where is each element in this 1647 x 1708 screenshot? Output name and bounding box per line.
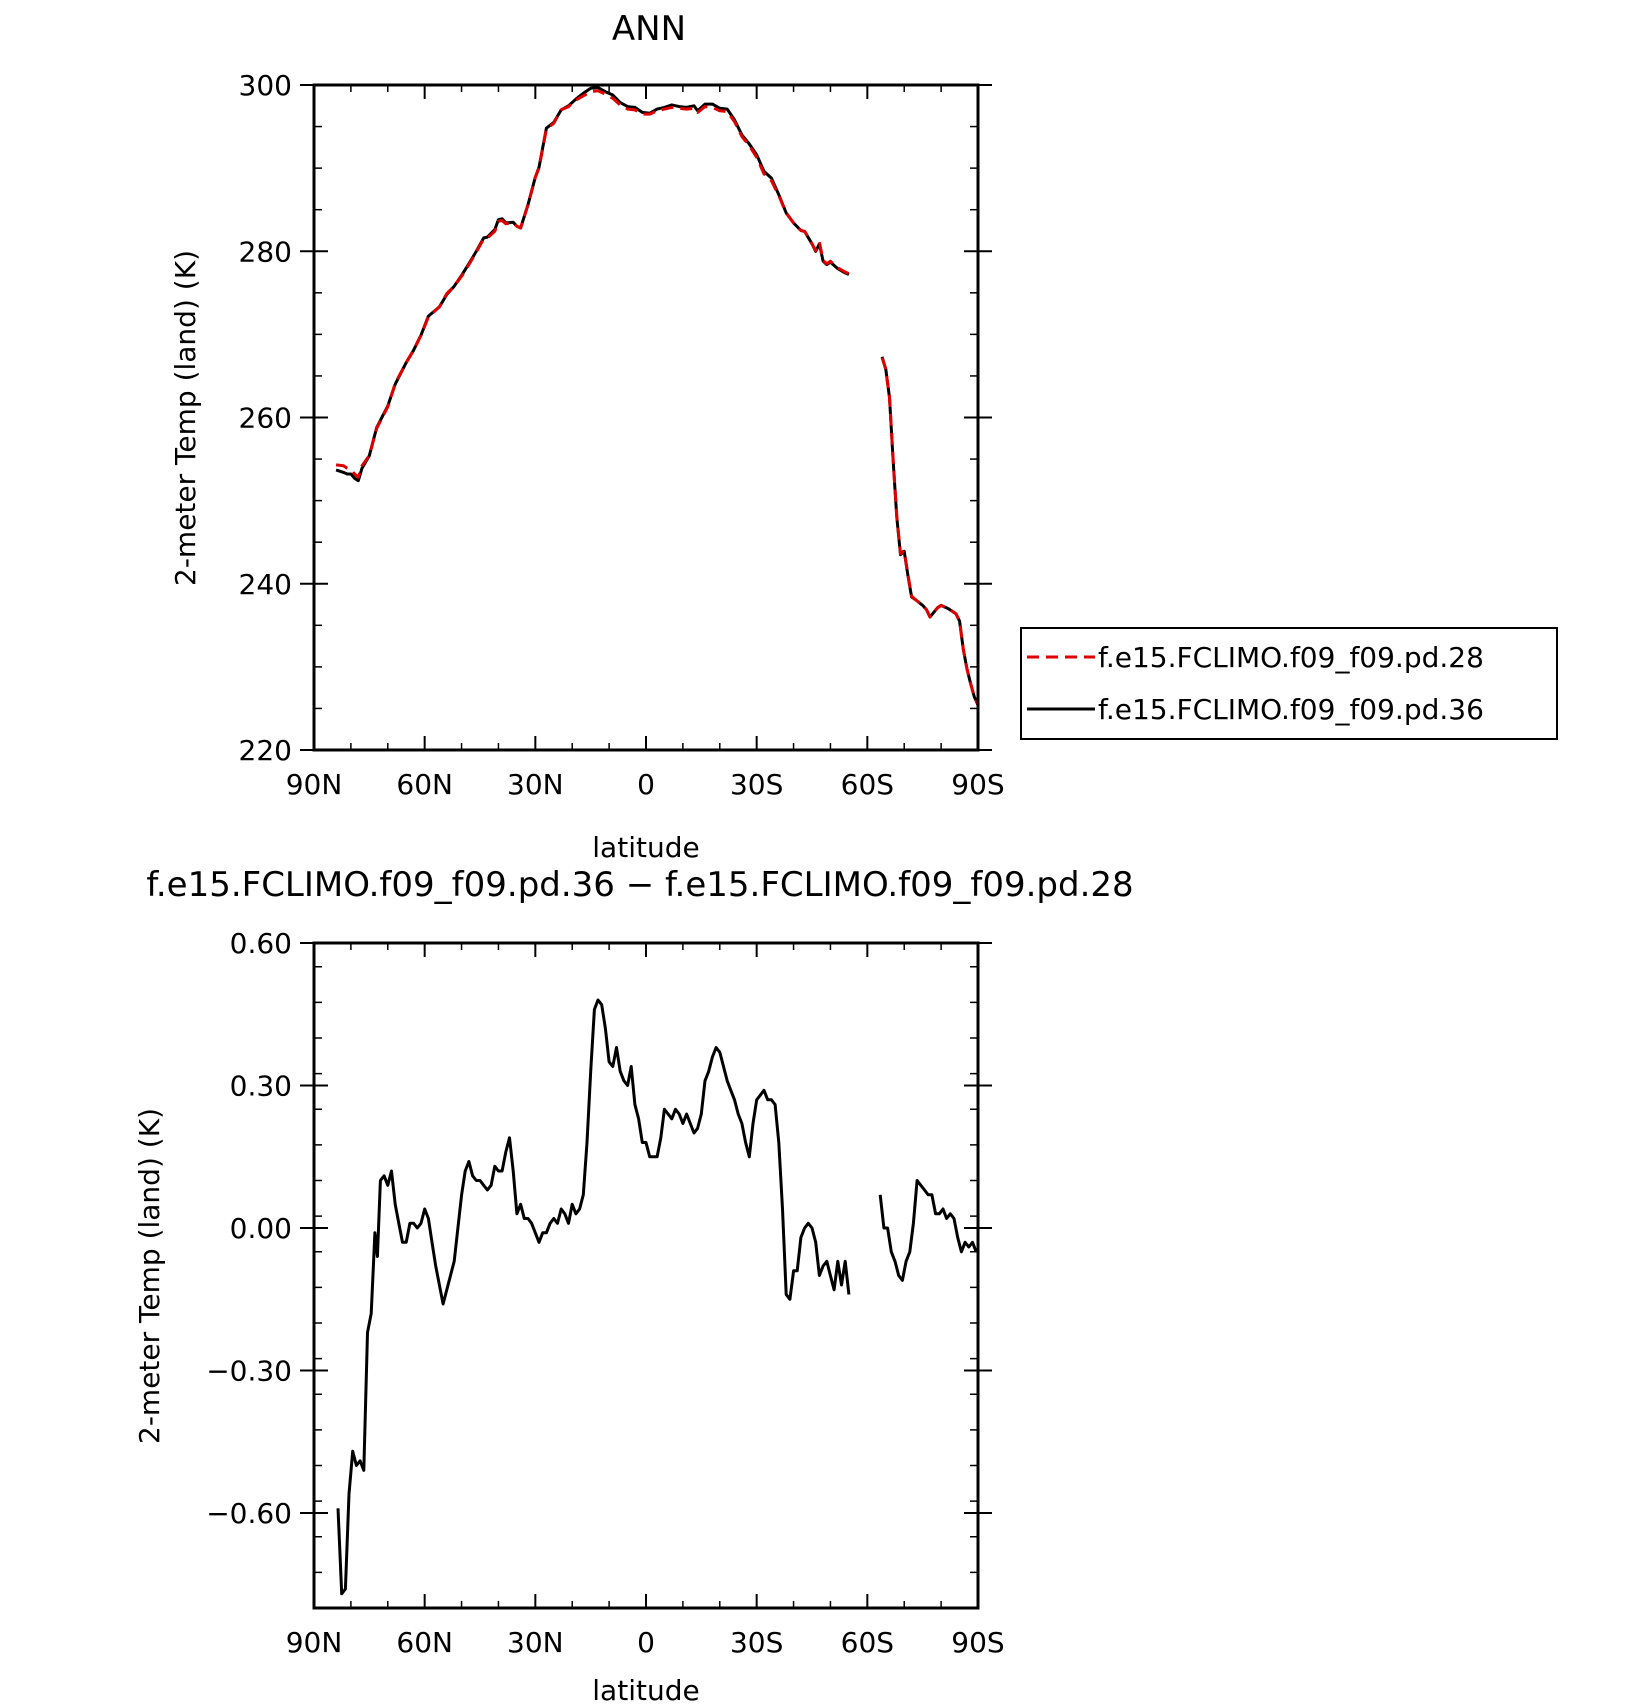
bottom-y-tick-label: 0.30 (230, 1070, 292, 1103)
bottom-chart-x-tick-labels: 90N 60N 30N 0 30S 60S 90S (286, 1626, 1005, 1659)
bottom-chart-lines (336, 998, 978, 1596)
bottom-chart-ticks (300, 942, 992, 1609)
bottom-x-tick-label: 60N (396, 1626, 453, 1659)
top-chart-x-axis-label: latitude (592, 831, 699, 864)
top-chart-legend: f.e15.FCLIMO.f09_f09.pd.28 f.e15.FCLIMO.… (1020, 627, 1558, 740)
top-x-tick-label: 90S (951, 768, 1004, 801)
bottom-chart-frame (312, 941, 980, 1610)
bottom-chart-y-tick-labels: −0.60 −0.30 0.00 0.30 0.60 (206, 927, 292, 1530)
bottom-y-tick-label: −0.30 (206, 1355, 292, 1388)
top-chart-title: ANN (612, 9, 686, 49)
legend-label-pd28: f.e15.FCLIMO.f09_f09.pd.28 (1098, 641, 1484, 674)
bottom-series-solid-segment-1 (878, 1179, 978, 1282)
top-x-tick-label: 60S (841, 768, 894, 801)
top-y-tick-label: 260 (239, 402, 292, 435)
top-y-tick-label: 280 (239, 235, 292, 268)
legend-box (1020, 627, 1558, 740)
bottom-x-tick-label: 30S (730, 1626, 783, 1659)
bottom-chart-panel: f.e15.FCLIMO.f09_f09.pd.36 − f.e15.FCLIM… (133, 865, 1134, 1707)
top-series-dashed-segment-1 (880, 357, 980, 706)
top-x-tick-label: 0 (637, 768, 655, 801)
bottom-x-tick-label: 60S (841, 1626, 894, 1659)
top-chart-ticks (300, 84, 992, 751)
bottom-chart-title: f.e15.FCLIMO.f09_f09.pd.36 − f.e15.FCLIM… (146, 865, 1133, 905)
top-y-tick-label: 240 (239, 568, 292, 601)
bottom-x-tick-label: 90S (951, 1626, 1004, 1659)
top-chart-frame (312, 83, 980, 752)
top-y-tick-label: 220 (239, 734, 292, 767)
bottom-y-tick-label: 0.00 (230, 1212, 292, 1245)
top-x-tick-label: 30N (507, 768, 564, 801)
top-chart-y-tick-labels: 220 240 260 280 300 (239, 69, 292, 767)
bottom-chart-x-axis-label: latitude (592, 1674, 699, 1707)
top-chart-y-axis-label: 2-meter Temp (land) (K) (169, 250, 202, 586)
top-series-solid-segment-0 (335, 86, 850, 483)
top-x-tick-label: 30S (730, 768, 783, 801)
bottom-y-tick-label: 0.60 (230, 927, 292, 960)
top-x-tick-label: 90N (286, 768, 343, 801)
legend-label-pd36: f.e15.FCLIMO.f09_f09.pd.36 (1098, 693, 1484, 726)
top-x-tick-label: 60N (396, 768, 453, 801)
bottom-x-tick-label: 30N (507, 1626, 564, 1659)
bottom-x-tick-label: 0 (637, 1626, 655, 1659)
bottom-series-solid-segment-0 (336, 998, 851, 1596)
top-chart-panel: ANN 90N 60N 30N 0 30S 60S 90S 220240260280300 … (169, 9, 1558, 864)
top-chart-x-tick-labels: 90N 60N 30N 0 30S 60S 90S (286, 768, 1005, 801)
top-series-dashed-segment-0 (335, 89, 850, 479)
bottom-y-tick-label: −0.60 (206, 1497, 292, 1530)
top-y-tick-label: 300 (239, 69, 292, 102)
bottom-x-tick-label: 90N (286, 1626, 343, 1659)
top-chart-lines (335, 86, 980, 706)
bottom-chart-y-axis-label: 2-meter Temp (land) (K) (133, 1108, 166, 1444)
